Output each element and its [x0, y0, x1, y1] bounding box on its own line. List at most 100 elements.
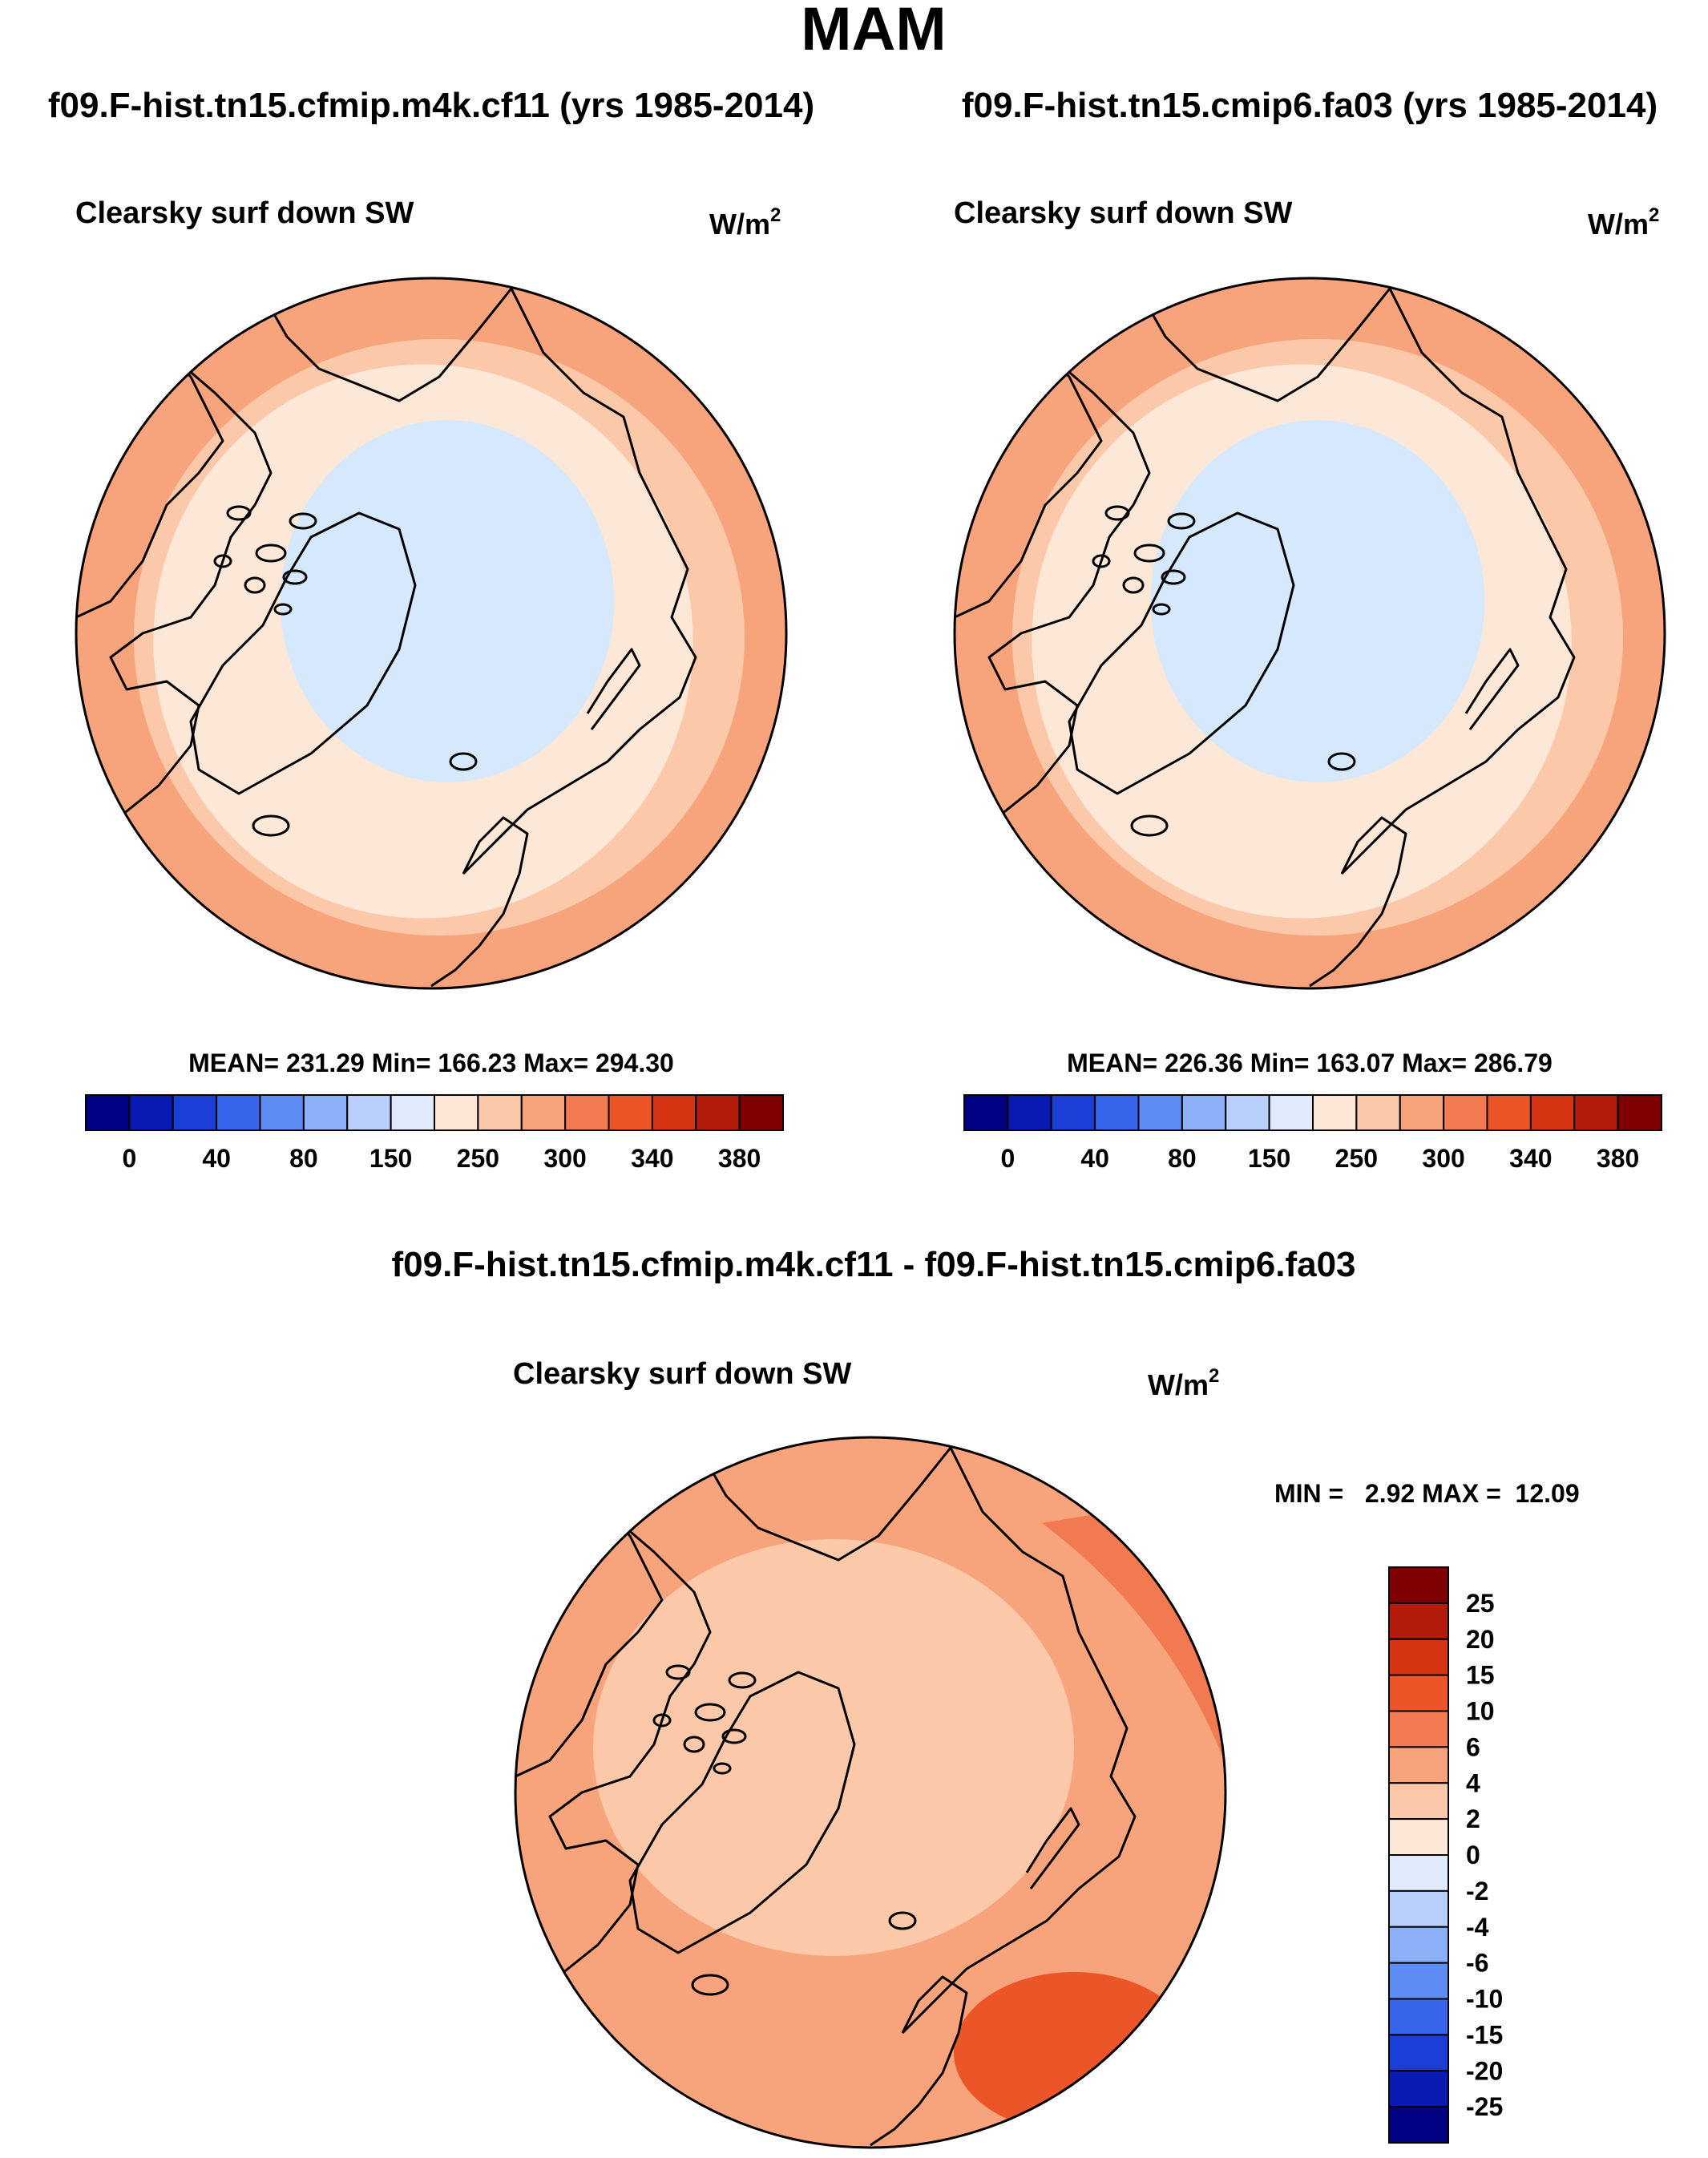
colorbar-tick-label: -25: [1466, 2092, 1503, 2121]
units-label-right: W/m2: [1588, 204, 1659, 240]
colorbar-box: [1268, 1094, 1314, 1131]
colorbar-tick-label: 340: [1509, 1144, 1552, 1173]
colorbar-tick-label: 150: [369, 1144, 412, 1173]
svalbard: [1327, 752, 1356, 771]
arctic-island: [652, 1713, 672, 1728]
colorbar-tick-label: 80: [1168, 1144, 1197, 1173]
colorbar-box: [390, 1094, 435, 1131]
greenland-coast: [1068, 511, 1295, 795]
colorbar-box: [1388, 2106, 1449, 2144]
map-border: [953, 277, 1666, 990]
colorbar-box: [1388, 1566, 1449, 1604]
colorbar-left: 0 40 80 150 250 300 340 380: [85, 1094, 784, 1173]
colorbar-box: [695, 1094, 741, 1131]
difference-title: f09.F-hist.tn15.cfmip.m4k.cf11 - f09.F-h…: [391, 1245, 1355, 1284]
colorbar-box: [1388, 1710, 1449, 1748]
colorbar-tick-label: -4: [1466, 1913, 1489, 1942]
polar-map-left: [75, 277, 788, 990]
arctic-island: [255, 544, 287, 563]
colorbar-box: [346, 1094, 392, 1131]
arctic-island: [244, 576, 266, 594]
colorbar-tick-label: 20: [1466, 1625, 1495, 1654]
colorbar-tick-label: 80: [289, 1144, 318, 1173]
iceland: [691, 1974, 729, 1996]
colorbar-box: [1388, 1998, 1449, 2036]
colorbar-tick-label: 6: [1466, 1732, 1480, 1761]
colorbar-tick-label: 380: [718, 1144, 761, 1173]
units-label-left: W/m2: [709, 204, 781, 240]
colorbar-box: [1486, 1094, 1532, 1131]
arctic-island: [289, 512, 317, 530]
siberia-coast: [462, 288, 697, 875]
colorbar-box: [608, 1094, 653, 1131]
coastlines: [515, 1438, 1137, 2147]
colorbar-box: [520, 1094, 567, 1131]
svalbard: [449, 752, 478, 771]
map-field: [515, 1437, 1225, 2148]
variable-label-diff: Clearsky surf down SW: [513, 1357, 851, 1391]
arctic-island: [1133, 544, 1165, 563]
arctic-island: [273, 603, 293, 616]
arctic-island: [282, 569, 308, 585]
arctic-island: [713, 1762, 732, 1775]
colorbar-tick-label: 40: [1080, 1144, 1109, 1173]
colorbar-box: [1388, 1818, 1449, 1856]
colorbar-tick-label: 340: [631, 1144, 673, 1173]
colorbar-box: [172, 1094, 218, 1131]
arctic-island: [694, 1703, 726, 1722]
colorbar-tick-label: 4: [1466, 1768, 1480, 1797]
stats-text-left: MEAN= 231.29 Min= 166.23 Max= 294.30: [188, 1049, 674, 1077]
colorbar-box: [477, 1094, 523, 1131]
colorbar-box: [1094, 1094, 1140, 1131]
colorbar-tick-label: 25: [1466, 1589, 1495, 1618]
colorbar-tick-label: 2: [1466, 1804, 1480, 1833]
region-arctic-blue: [280, 420, 615, 782]
north-america-coast: [955, 343, 1151, 819]
arctic-island: [1161, 569, 1186, 585]
colorbar-tick-label: 250: [1335, 1144, 1378, 1173]
colorbar-tick-label: -15: [1466, 2020, 1503, 2049]
colorbar-box: [1388, 1746, 1449, 1784]
colorbar-box: [1529, 1094, 1576, 1131]
map-field: [76, 278, 786, 988]
colorbar-box: [128, 1094, 174, 1131]
colorbar-box: [1388, 1782, 1449, 1821]
colorbar-box: [1355, 1094, 1401, 1131]
colorbar-box: [1573, 1094, 1619, 1131]
colorbar-tick-label: -20: [1466, 2056, 1503, 2085]
colorbar-tick-label: 380: [1597, 1144, 1639, 1173]
arctic-island: [1092, 554, 1111, 568]
colorbar-tick-label: 40: [202, 1144, 231, 1173]
case-title-left: f09.F-hist.tn15.cfmip.m4k.cf11 (yrs 1985…: [48, 86, 814, 125]
arctic-island: [1122, 576, 1145, 594]
arctic-island: [665, 1664, 691, 1680]
colorbar-right: 0 40 80 150 250 300 340 380: [963, 1094, 1662, 1173]
arctic-island: [1167, 512, 1196, 530]
scandinavia-coast: [430, 816, 529, 988]
colorbar-box: [1388, 1638, 1449, 1676]
colorbar-tick-label: 0: [1466, 1841, 1480, 1869]
colorbar-box: [1388, 1962, 1449, 2000]
colorbar-box: [1399, 1094, 1445, 1131]
variable-label-right: Clearsky surf down SW: [954, 196, 1292, 230]
colorbar-box: [1007, 1094, 1052, 1131]
arctic-island: [728, 1671, 757, 1689]
colorbar-box: [259, 1094, 305, 1131]
colorbar-box: [434, 1094, 479, 1131]
map-field: [955, 278, 1665, 988]
colorbar-tick-label: 15: [1466, 1661, 1495, 1690]
colorbar-tick-label: 0: [1000, 1144, 1015, 1173]
map-border: [75, 277, 788, 990]
colorbar-box: [1137, 1094, 1183, 1131]
colorbar-box: [738, 1094, 784, 1131]
colorbar-box: [1388, 1889, 1449, 1928]
colorbar-box: [1312, 1094, 1358, 1131]
siberia-coast: [1340, 288, 1576, 875]
arctic-island: [1104, 505, 1130, 521]
coastlines: [76, 279, 697, 988]
colorbar-box: [1388, 1674, 1449, 1712]
colorbar-box: [302, 1094, 349, 1131]
coastlines: [955, 279, 1576, 988]
colorbar-tick-label: -2: [1466, 1877, 1488, 1905]
